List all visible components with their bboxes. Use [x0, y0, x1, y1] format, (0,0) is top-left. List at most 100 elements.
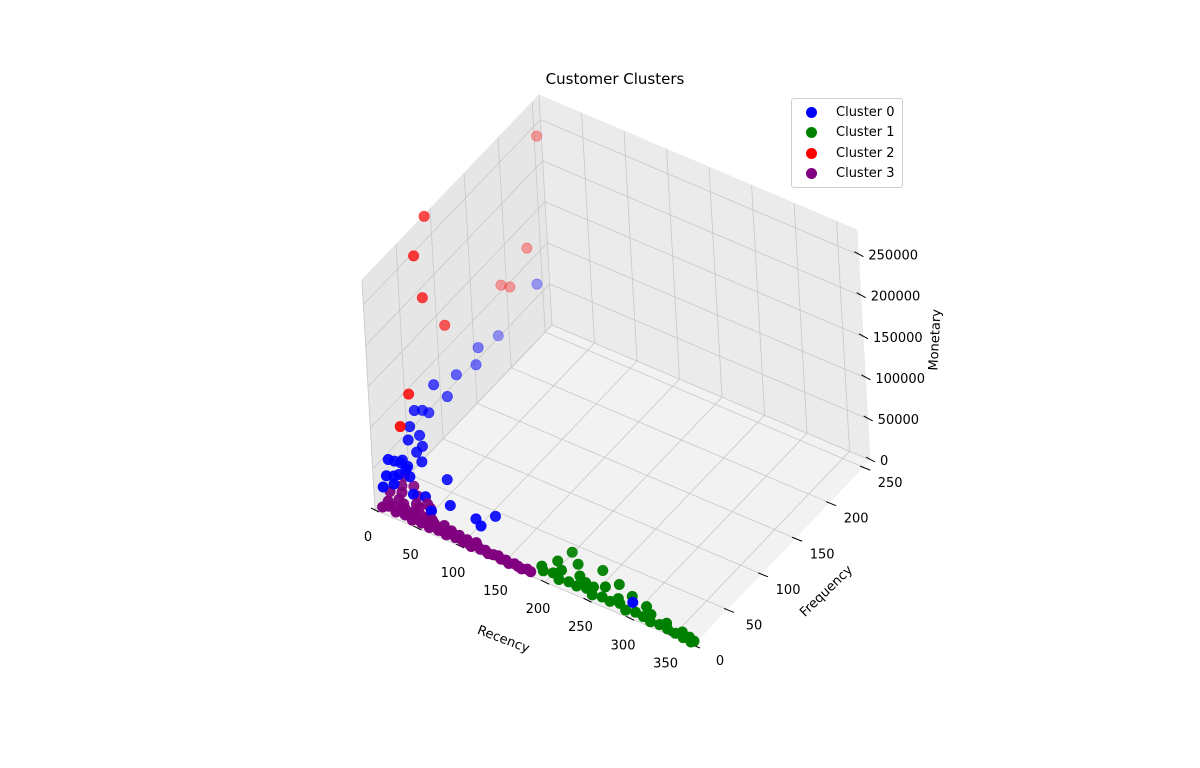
- y-tick-label: 250: [878, 476, 903, 491]
- legend: Cluster 0 Cluster 1 Cluster 2 Cluster 3: [791, 98, 903, 188]
- data-point-cluster-0: [407, 488, 419, 500]
- y-tick-mark: [723, 607, 735, 613]
- data-point-cluster-1: [537, 565, 549, 577]
- data-point-cluster-1: [572, 558, 584, 570]
- x-tick-label: 0: [364, 530, 372, 545]
- data-point-cluster-3: [377, 501, 389, 513]
- data-point-cluster-0: [441, 391, 453, 403]
- data-point-cluster-3: [465, 540, 477, 552]
- y-grid-line: [510, 367, 830, 504]
- z-grid-line: [365, 160, 544, 346]
- y-tick-mark: [860, 465, 871, 471]
- z-grid-line: [547, 242, 866, 379]
- data-point-cluster-0: [408, 405, 420, 417]
- z-tick-mark: [858, 333, 869, 340]
- y-axis-label: Frequency: [797, 563, 856, 621]
- z-tick-label: 100000: [875, 372, 925, 387]
- z-tick-label: 250000: [868, 249, 918, 264]
- data-point-cluster-1: [552, 555, 564, 567]
- data-point-cluster-3: [390, 506, 402, 518]
- data-point-cluster-0: [411, 446, 423, 458]
- x-tick-label: 200: [526, 602, 551, 617]
- z-tick-mark: [865, 456, 876, 463]
- data-point-cluster-2: [504, 281, 516, 293]
- data-point-cluster-0: [414, 429, 426, 441]
- x-grid-line: [502, 378, 680, 565]
- data-point-cluster-0: [380, 470, 392, 482]
- data-point-cluster-1: [685, 636, 697, 648]
- legend-item-cluster-2: Cluster 2: [792, 143, 902, 164]
- data-point-cluster-3: [440, 529, 452, 541]
- z-grid-line: [367, 201, 546, 388]
- data-point-cluster-0: [492, 330, 504, 342]
- y-tick-mark: [825, 501, 837, 507]
- data-point-cluster-1: [571, 580, 583, 592]
- data-point-cluster-0: [441, 474, 453, 486]
- z-tick-mark: [861, 374, 871, 381]
- z-tick-mark: [854, 251, 864, 258]
- z-grid-line: [549, 283, 868, 420]
- y-grid-line: [429, 208, 444, 439]
- y-tick-label: 0: [716, 654, 724, 669]
- data-point-cluster-0: [489, 510, 501, 522]
- y-tick-mark: [757, 572, 769, 578]
- data-point-cluster-2: [521, 242, 533, 254]
- x-tick-mark: [625, 615, 635, 621]
- legend-label: Cluster 2: [836, 145, 895, 161]
- x-grid-line: [793, 203, 808, 434]
- axes-grid: [361, 94, 871, 646]
- data-point-cluster-1: [599, 581, 611, 593]
- y-grid-line: [442, 438, 762, 575]
- legend-item-cluster-1: Cluster 1: [792, 123, 902, 144]
- z-tick-mark: [856, 292, 866, 299]
- data-point-cluster-0: [470, 359, 482, 371]
- data-point-cluster-2: [439, 319, 451, 331]
- legend-label: Cluster 1: [836, 125, 895, 141]
- y-grid-line: [476, 402, 796, 539]
- legend-item-cluster-3: Cluster 3: [792, 164, 902, 185]
- z-tick-label: 200000: [871, 290, 921, 305]
- legend-marker-cluster-0: [806, 106, 817, 118]
- data-point-cluster-1: [597, 564, 609, 576]
- data-point-cluster-0: [388, 478, 400, 490]
- data-point-cluster-0: [472, 342, 484, 354]
- x-axis-label: Recency: [475, 623, 532, 657]
- x-grid-line: [417, 342, 595, 529]
- data-point-cluster-2: [394, 421, 406, 433]
- x-tick-label: 150: [483, 584, 508, 599]
- z-grid-line: [363, 119, 541, 305]
- z-axis-label: Monetary: [926, 308, 944, 371]
- data-point-cluster-1: [586, 589, 598, 601]
- x-tick-mark: [583, 597, 592, 603]
- data-point-cluster-3: [503, 557, 515, 569]
- x-grid-line: [538, 94, 553, 326]
- x-tick-label: 300: [611, 638, 636, 653]
- legend-label: Cluster 3: [836, 166, 895, 182]
- data-point-cluster-0: [404, 471, 416, 483]
- z-grid-line: [542, 160, 861, 297]
- y-tick-label: 100: [776, 583, 801, 598]
- z-tick-label: 50000: [878, 413, 919, 428]
- data-point-cluster-3: [525, 566, 537, 578]
- data-point-cluster-1: [566, 546, 578, 558]
- data-point-cluster-0: [428, 379, 440, 391]
- x-tick-mark: [370, 507, 380, 513]
- x-grid-line: [672, 451, 850, 637]
- z-grid-line: [544, 201, 864, 338]
- data-point-cluster-0: [627, 596, 639, 608]
- data-point-cluster-0: [416, 456, 428, 468]
- z-grid-line: [551, 324, 871, 461]
- data-point-cluster-2: [416, 292, 428, 304]
- x-grid-line: [751, 185, 765, 416]
- z-grid-line: [540, 119, 859, 256]
- data-point-cluster-2: [531, 130, 543, 142]
- data-point-cluster-3: [423, 522, 435, 534]
- data-point-cluster-0: [475, 520, 487, 532]
- y-tick-label: 200: [844, 512, 869, 527]
- z-grid-line: [370, 242, 548, 429]
- data-point-cluster-1: [613, 578, 625, 590]
- legend-label: Cluster 0: [836, 104, 895, 120]
- chart-title: Customer Clusters: [546, 70, 685, 88]
- data-point-cluster-2: [418, 210, 430, 222]
